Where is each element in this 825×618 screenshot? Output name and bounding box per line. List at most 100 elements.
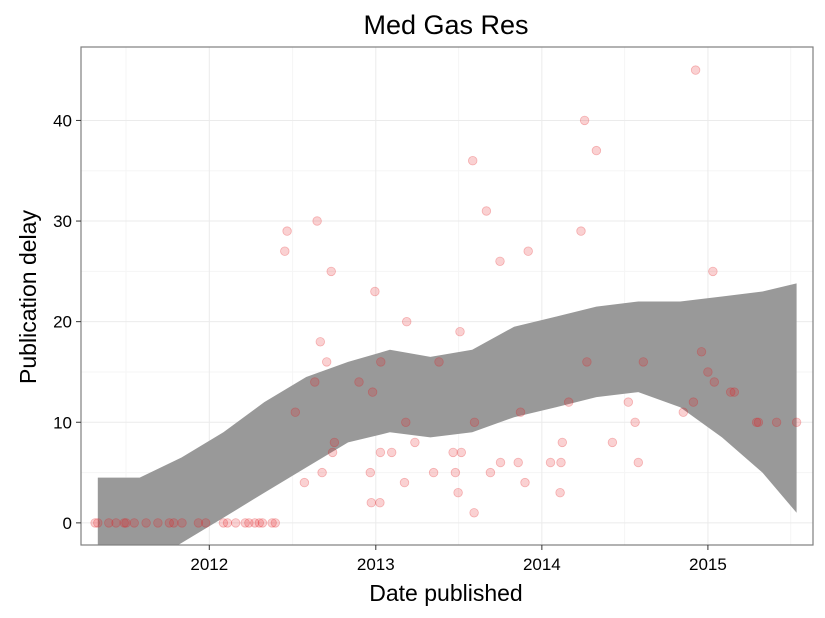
data-point (564, 397, 574, 407)
data-point (434, 357, 444, 367)
data-point (557, 437, 568, 448)
data-point (169, 518, 179, 528)
data-point (696, 347, 707, 357)
data-point (104, 518, 114, 528)
data-point (576, 226, 586, 236)
data-point (555, 488, 565, 498)
data-point (556, 457, 566, 468)
data-point (367, 387, 378, 397)
data-point (177, 518, 187, 528)
x-tick-label: 2012 (190, 555, 228, 574)
data-point (299, 477, 310, 488)
x-axis-title: Date published (369, 580, 522, 606)
data-point (513, 457, 523, 468)
data-point (633, 457, 644, 468)
data-point (121, 518, 131, 528)
data-point (450, 467, 461, 478)
data-point (254, 518, 264, 528)
x-tick-label: 2014 (523, 555, 561, 574)
data-point (290, 407, 301, 417)
data-point (401, 417, 411, 428)
data-point (771, 417, 782, 428)
data-point (690, 65, 701, 75)
data-point (678, 407, 689, 417)
data-point (267, 518, 277, 528)
data-point (582, 357, 592, 367)
data-point (93, 518, 103, 528)
data-points (90, 65, 802, 528)
data-point (708, 266, 718, 277)
data-point (456, 447, 467, 458)
data-point (607, 437, 618, 448)
data-point (520, 477, 530, 488)
y-tick-label: 10 (53, 413, 72, 432)
data-point (322, 357, 332, 367)
y-tick-label: 0 (63, 514, 72, 533)
data-point (119, 518, 129, 528)
data-point (312, 216, 322, 226)
data-point (375, 447, 386, 458)
data-point (365, 467, 376, 478)
data-point (545, 457, 556, 468)
data-point (141, 518, 151, 528)
data-point (164, 518, 175, 528)
data-point (244, 518, 254, 528)
data-point (495, 457, 506, 468)
data-point (327, 447, 338, 458)
data-point (703, 367, 713, 377)
data-point (485, 467, 496, 478)
data-point (623, 397, 634, 407)
data-point (591, 145, 602, 156)
data-point (469, 508, 479, 518)
data-point (218, 518, 229, 528)
data-point (270, 518, 281, 528)
y-axis-title: Publication delay (15, 210, 41, 384)
data-point (282, 226, 292, 236)
data-point (310, 377, 320, 387)
data-point (523, 246, 533, 256)
data-point (726, 387, 736, 397)
data-point (329, 437, 340, 448)
chart-title: Med Gas Res (363, 10, 528, 40)
data-point (230, 518, 241, 528)
data-point (375, 498, 385, 508)
data-point (638, 357, 649, 367)
x-tick-label: 2015 (689, 555, 727, 574)
data-point (280, 246, 290, 256)
smooth-confidence-band (97, 283, 797, 545)
data-point (791, 417, 802, 428)
data-point (579, 115, 590, 126)
data-point (753, 417, 764, 428)
data-point (366, 498, 377, 508)
data-point (129, 518, 139, 528)
x-tick-label: 2013 (357, 555, 395, 574)
data-point (630, 417, 640, 428)
data-point (468, 155, 478, 166)
data-point (751, 417, 762, 428)
y-axis: 0 10 20 30 40 (53, 111, 81, 533)
x-axis: 2012 2013 2014 2015 (190, 545, 727, 574)
panel-border (80, 46, 814, 546)
confidence-band (97, 283, 797, 545)
data-point (387, 447, 397, 458)
data-point (688, 397, 699, 407)
data-point (399, 477, 410, 488)
y-tick-label: 30 (53, 212, 72, 231)
data-point (428, 467, 439, 478)
data-point (90, 518, 100, 528)
data-point (448, 447, 458, 458)
data-point (317, 467, 327, 478)
data-point (453, 488, 463, 498)
data-point (111, 518, 121, 528)
data-point (729, 387, 740, 397)
data-point (709, 377, 720, 387)
data-point (222, 518, 233, 528)
data-point (250, 518, 260, 528)
y-tick-label: 40 (53, 111, 72, 130)
data-point (326, 266, 336, 277)
data-point (200, 518, 211, 528)
data-point (240, 518, 250, 528)
data-point (257, 518, 268, 528)
data-point (455, 327, 465, 337)
